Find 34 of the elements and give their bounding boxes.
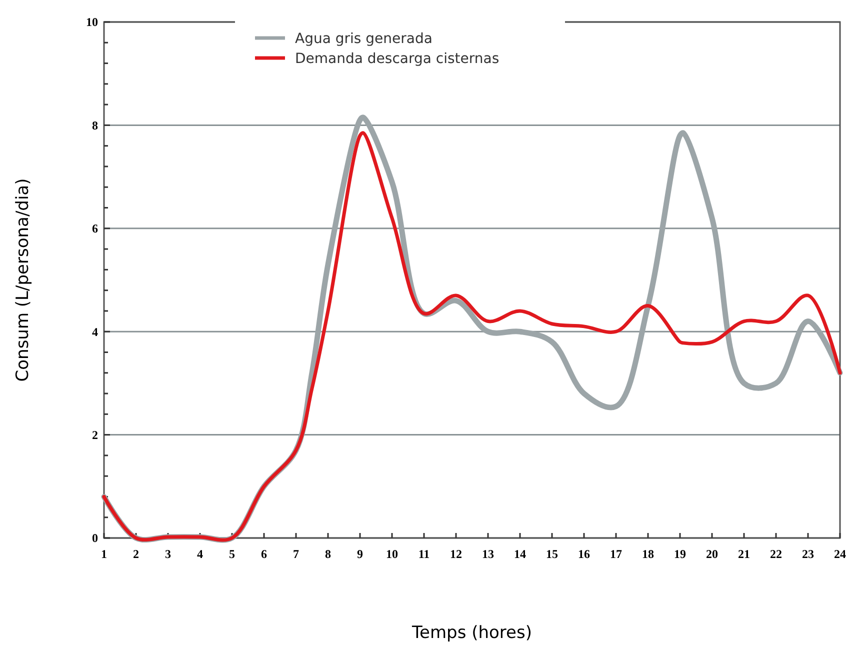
x-tick-label: 14 <box>514 547 526 561</box>
x-tick-label: 7 <box>293 547 299 561</box>
x-tick-label: 18 <box>642 547 654 561</box>
x-tick-label: 20 <box>706 547 718 561</box>
x-tick-label: 23 <box>802 547 814 561</box>
x-tick-label: 13 <box>482 547 494 561</box>
y-tick-label: 4 <box>92 324 98 339</box>
y-tick-label: 2 <box>92 428 98 442</box>
x-tick-label: 17 <box>610 547 622 561</box>
x-tick-label: 1 <box>101 547 107 561</box>
x-tick-label: 8 <box>325 547 331 561</box>
x-tick-label: 11 <box>418 547 430 561</box>
x-tick-label: 2 <box>133 547 139 561</box>
x-tick-label: 5 <box>229 547 235 561</box>
y-tick-label: 10 <box>86 15 98 30</box>
x-tick-label: 24 <box>834 547 846 561</box>
x-tick-label: 21 <box>738 547 750 561</box>
y-tick-label: 6 <box>92 222 98 236</box>
x-tick-label: 4 <box>197 547 203 561</box>
x-tick-label: 15 <box>546 547 558 561</box>
y-tick-label: 8 <box>92 118 98 132</box>
x-tick-label: 12 <box>450 547 462 561</box>
x-tick-label: 3 <box>165 547 171 561</box>
x-tick-label: 16 <box>578 547 590 561</box>
y-axis-title: Consum (L/persona/dia) <box>13 178 33 382</box>
x-axis-title: Temps (hores) <box>411 623 532 643</box>
y-tick-label: 0 <box>92 531 98 546</box>
x-tick-label: 10 <box>386 547 398 561</box>
legend-label: Agua gris generada <box>295 30 432 47</box>
legend-label: Demanda descarga cisternas <box>295 50 500 67</box>
x-tick-label: 22 <box>770 547 782 561</box>
x-tick-label: 19 <box>674 547 686 561</box>
x-tick-label: 6 <box>261 547 267 561</box>
x-tick-label: 9 <box>357 547 363 561</box>
